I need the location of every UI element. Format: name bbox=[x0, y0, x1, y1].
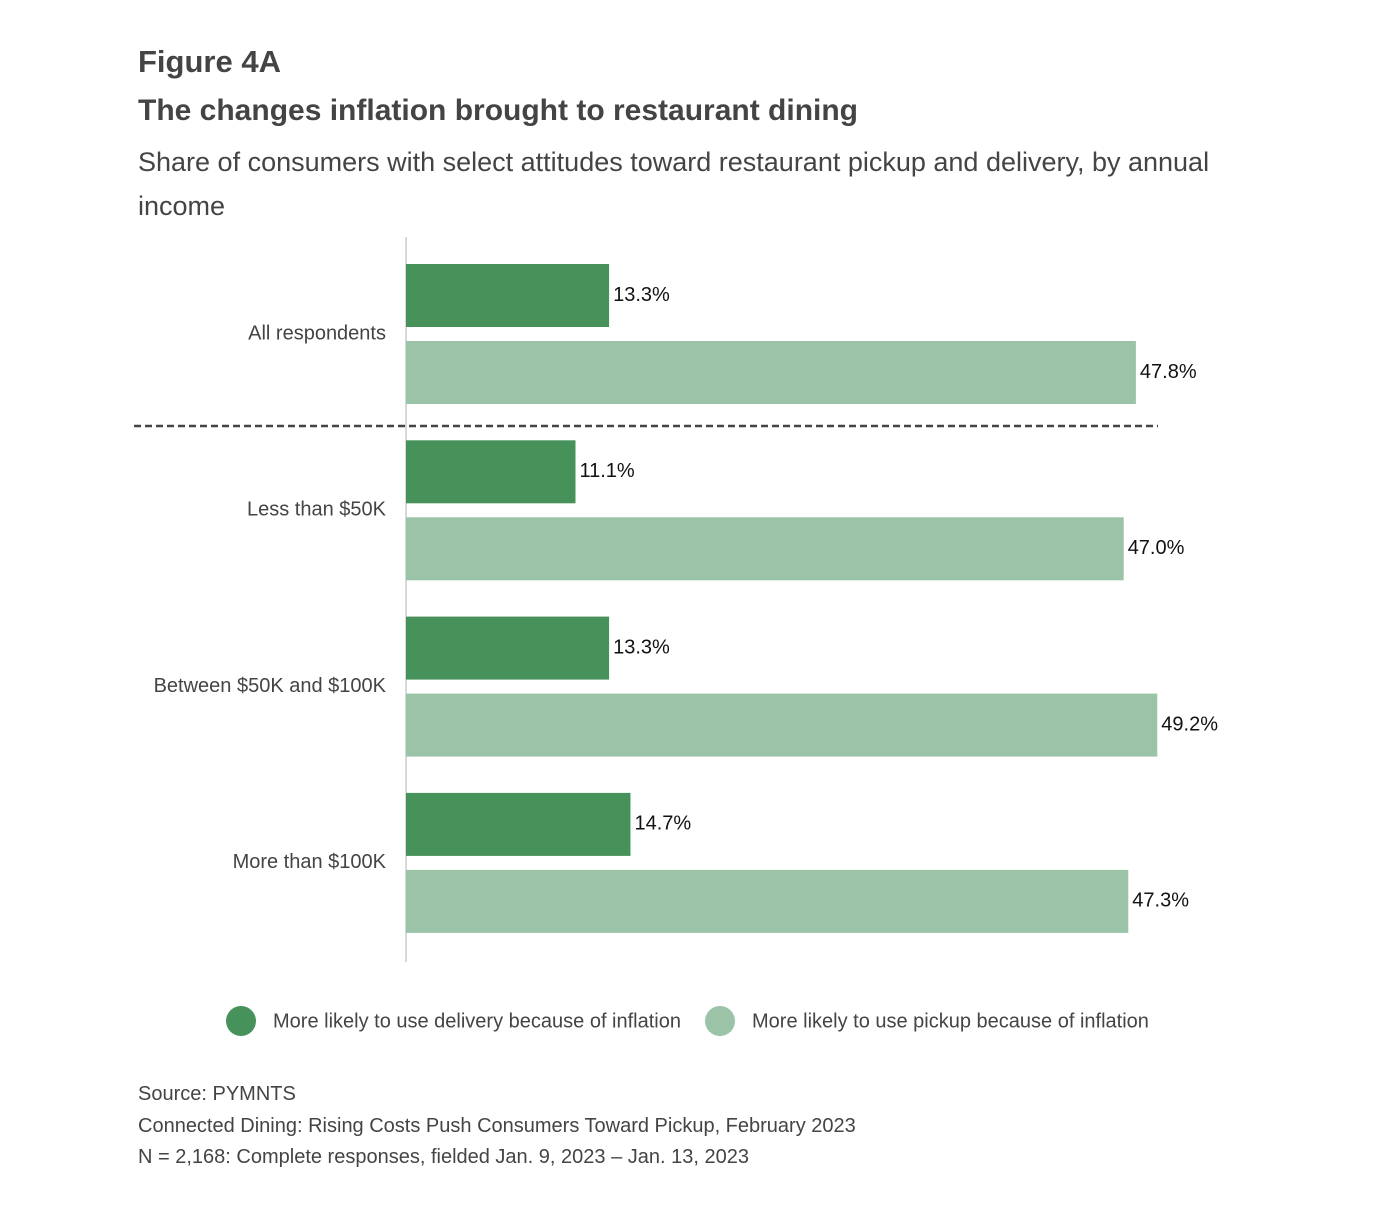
category-label: More than $100K bbox=[233, 851, 387, 873]
value-label: 11.1% bbox=[579, 460, 634, 482]
bar bbox=[406, 341, 1136, 404]
bar bbox=[406, 517, 1124, 581]
category-label: Between $50K and $100K bbox=[154, 675, 387, 697]
legend-label: More likely to use delivery because of i… bbox=[273, 1010, 681, 1032]
note: N = 2,168: Complete responses, fielded J… bbox=[138, 1146, 749, 1168]
note: Source: PYMNTS bbox=[138, 1083, 296, 1105]
value-label: 49.2% bbox=[1161, 713, 1218, 735]
value-label: 14.7% bbox=[634, 813, 691, 835]
notes: Source: PYMNTS Connected Dining: Rising … bbox=[138, 1079, 856, 1174]
note: Connected Dining: Rising Costs Push Cons… bbox=[138, 1114, 856, 1137]
category-label: All respondents bbox=[248, 322, 386, 344]
bar bbox=[406, 693, 1158, 757]
figure-label: Figure 4A bbox=[138, 44, 281, 79]
chart: All respondents Less than $50K Between $50… bbox=[134, 237, 1218, 1036]
value-label: 13.3% bbox=[613, 284, 670, 306]
value-label: 47.0% bbox=[1128, 537, 1185, 559]
value-label: 13.3% bbox=[613, 636, 670, 658]
category-label: Less than $50K bbox=[247, 499, 387, 521]
value-label: 47.3% bbox=[1132, 890, 1189, 912]
bar bbox=[406, 264, 610, 327]
bar bbox=[406, 616, 610, 680]
legend-swatch bbox=[226, 1006, 256, 1036]
legend-swatch bbox=[705, 1006, 735, 1036]
bar bbox=[406, 792, 631, 856]
chart-subtitle: Share of consumers with select attitudes… bbox=[138, 147, 1210, 221]
chart-title: The changes inflation brought to restaur… bbox=[138, 94, 858, 127]
legend-label: More likely to use pickup because of inf… bbox=[752, 1010, 1149, 1032]
bar bbox=[406, 440, 576, 504]
value-label: 47.8% bbox=[1140, 361, 1197, 383]
bar bbox=[406, 869, 1129, 933]
